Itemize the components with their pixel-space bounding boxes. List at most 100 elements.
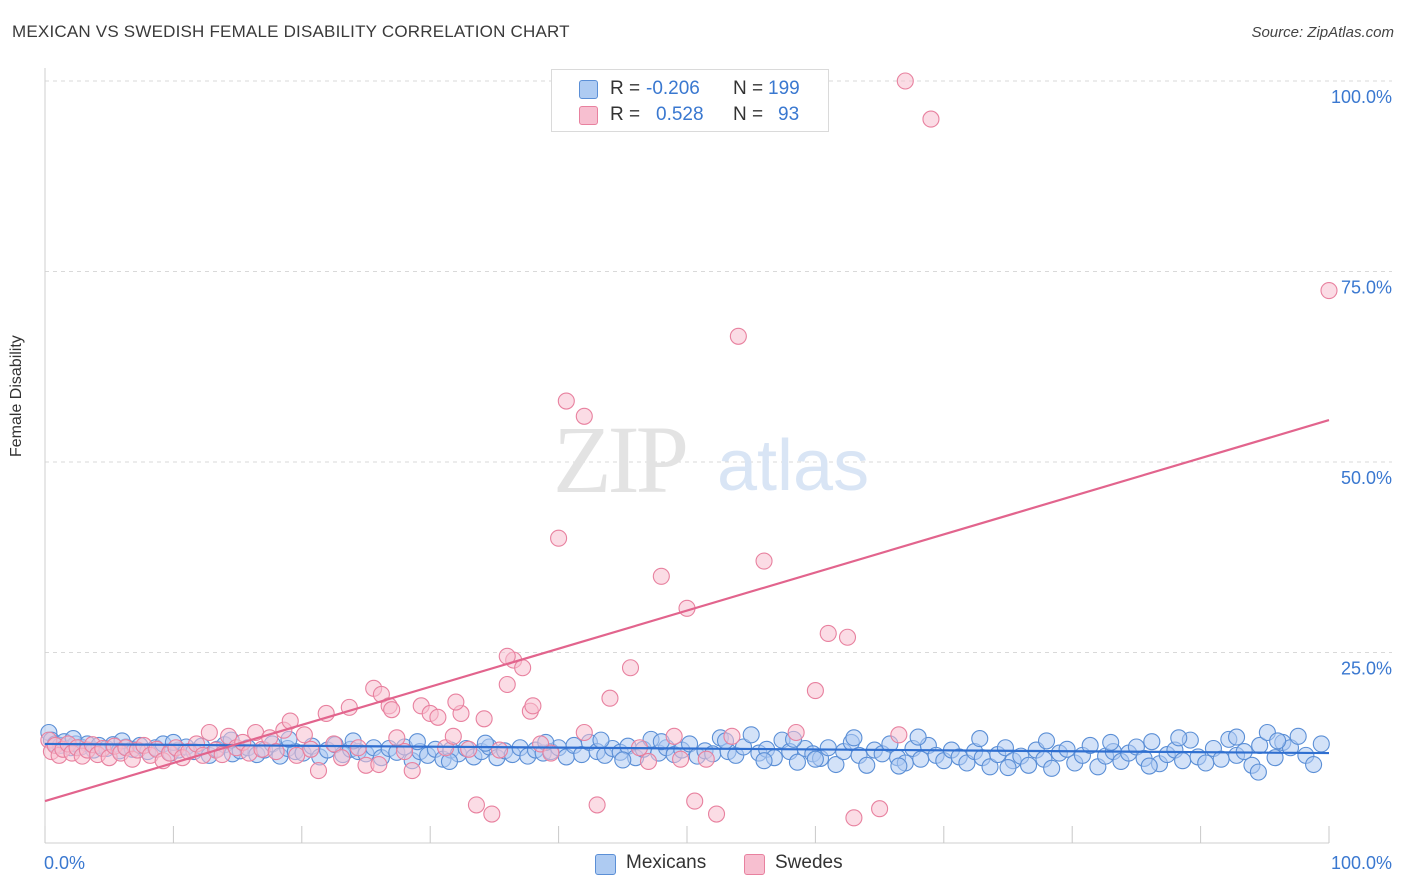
swedes-point [665,727,683,745]
swedes-point [1320,281,1338,300]
trend-lines [44,419,1330,803]
swedes-point [707,805,726,823]
swedes-point [498,675,516,694]
swedes-point [845,809,863,827]
swedes-point [672,750,690,768]
swedes-point [755,552,773,570]
watermark-zip: ZIP [553,406,686,513]
mexicans-r-label: R = [610,78,641,99]
swedes-point [444,727,462,745]
mexicans-point [1043,759,1061,777]
mexicans-point [1269,732,1287,750]
mexicans-point [1140,757,1158,775]
y-tick-label: 100.0% [1331,87,1392,107]
swedes-point [838,628,857,646]
swedes-point [475,710,493,728]
swedes-point [524,697,542,715]
mexicans-swatch [579,80,598,99]
source-label: Source: ZipAtlas.com [1251,24,1394,41]
swedes-point [267,743,285,761]
swedes-point [639,752,658,771]
swedes-point [601,689,619,707]
y-tick-label: 75.0% [1341,278,1392,298]
mexicans-point [971,730,989,748]
swedes-point [729,327,747,345]
mexicans-point [1102,733,1120,751]
mexicans-point [476,734,494,752]
swedes-trend-line [44,419,1330,803]
swedes-point [819,624,837,643]
mexicans-point [734,738,753,756]
swedes-point [922,110,940,128]
grid-layer [45,80,1392,653]
legend-item-swedes[interactable]: Swedes [744,852,854,876]
swedes-point [621,659,640,677]
mexicans-point [1174,752,1192,770]
x-tick-label-min: 0.0% [44,853,85,873]
chart-title: MEXICAN VS SWEDISH FEMALE DISABILITY COR… [12,22,570,41]
swedes-point [370,755,388,774]
swedes-point [302,740,320,758]
swedes-point [490,741,509,759]
tick-labels: 25.0% 50.0% 75.0% 100.0% 0.0% 100.0% [44,87,1392,873]
mexicans-point [1228,728,1246,746]
mexicans-point [614,751,632,769]
stats-legend: R = -0.206 N = 199 R = 0.528 N = 93 [551,69,829,132]
swedes-point [447,693,465,711]
mexicans-trend-line [44,742,1330,755]
mexicans-point [1289,727,1307,745]
swedes-point [429,708,447,726]
mexicans-point [1212,750,1230,768]
swedes-point [333,749,351,767]
axis-layer [44,68,1330,844]
mexicans-point [909,728,927,746]
swedes-point [403,762,421,780]
legend-row-mexicans: R = -0.206 N = 199 [552,76,828,102]
swedes-r-value: 0.528 [656,104,704,125]
mexicans-point [742,726,760,744]
mexicans-point [845,729,863,747]
mexicans-n-value: 199 [768,78,800,99]
swedes-legend-swatch [744,854,765,875]
swedes-point [575,407,593,425]
mexicans-point [999,759,1017,777]
mexicans-n-label: N = [733,78,764,99]
mexicans-legend-swatch [595,854,616,875]
swedes-point [550,529,568,547]
swedes-point [349,739,367,757]
legend-row-swedes: R = 0.528 N = 93 [552,102,828,128]
swedes-point [686,792,704,810]
swedes-point [575,723,593,742]
mexicans-point [890,757,908,775]
swedes-point [787,723,805,742]
mexicans-point [858,756,876,774]
mexicans-point [1312,735,1330,753]
mexicans-point [1143,733,1161,751]
swedes-n-value: 93 [778,104,800,125]
mexicans-point [1081,736,1099,755]
swedes-point [557,392,575,410]
mexicans-r-value: -0.206 [646,78,700,99]
mexicans-point [981,758,999,776]
y-tick-label: 25.0% [1341,659,1392,679]
swedes-point [460,740,478,758]
mexicans-point [1037,732,1056,750]
swedes-point [309,762,328,780]
swedes-point [871,800,889,818]
swedes-point [325,735,343,753]
swedes-point [467,796,485,814]
swedes-point [288,746,306,764]
mexicans-point [1019,756,1038,774]
mexicans-point [806,750,824,768]
swedes-legend-label: Swedes [775,852,843,873]
swedes-point [723,727,741,745]
swedes-point [295,726,313,744]
legend-item-mexicans[interactable]: Mexicans [595,852,725,876]
mexicans-point [788,753,806,771]
mexicans-point [1197,754,1215,772]
swedes-point [652,567,670,585]
swedes-point [806,682,824,700]
swedes-n-label: N = [733,104,764,125]
swedes-point [697,750,715,768]
